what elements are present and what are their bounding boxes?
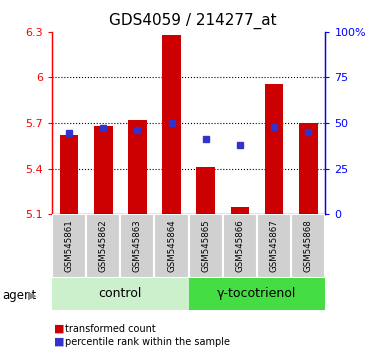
Text: GSM545867: GSM545867 <box>270 219 279 273</box>
Text: ■: ■ <box>54 324 64 333</box>
Bar <box>231 207 249 214</box>
Text: GSM545866: GSM545866 <box>235 219 244 273</box>
Text: GSM545862: GSM545862 <box>99 219 108 273</box>
Bar <box>196 167 215 214</box>
Text: ▶: ▶ <box>28 291 36 301</box>
Bar <box>94 126 113 214</box>
Bar <box>128 120 147 214</box>
Bar <box>162 35 181 214</box>
Text: control: control <box>99 287 142 300</box>
Text: γ-tocotrienol: γ-tocotrienol <box>217 287 297 300</box>
Text: GSM545861: GSM545861 <box>65 219 74 273</box>
Bar <box>154 214 189 278</box>
Bar <box>257 214 291 278</box>
Bar <box>52 278 189 310</box>
Bar <box>189 278 325 310</box>
Bar <box>223 214 257 278</box>
Text: ■: ■ <box>54 337 64 347</box>
Text: agent: agent <box>2 289 36 302</box>
Text: GDS4059 / 214277_at: GDS4059 / 214277_at <box>109 12 276 29</box>
Bar <box>60 135 79 214</box>
Bar <box>52 214 86 278</box>
Text: GSM545863: GSM545863 <box>133 219 142 273</box>
Bar <box>120 214 154 278</box>
Text: GSM545865: GSM545865 <box>201 219 210 273</box>
Text: GSM545868: GSM545868 <box>304 219 313 273</box>
Text: GSM545864: GSM545864 <box>167 219 176 273</box>
Bar <box>189 214 223 278</box>
Text: transformed count: transformed count <box>65 324 156 333</box>
Text: percentile rank within the sample: percentile rank within the sample <box>65 337 231 347</box>
Bar <box>264 84 283 214</box>
Bar <box>291 214 325 278</box>
Bar <box>86 214 120 278</box>
Bar <box>299 123 318 214</box>
